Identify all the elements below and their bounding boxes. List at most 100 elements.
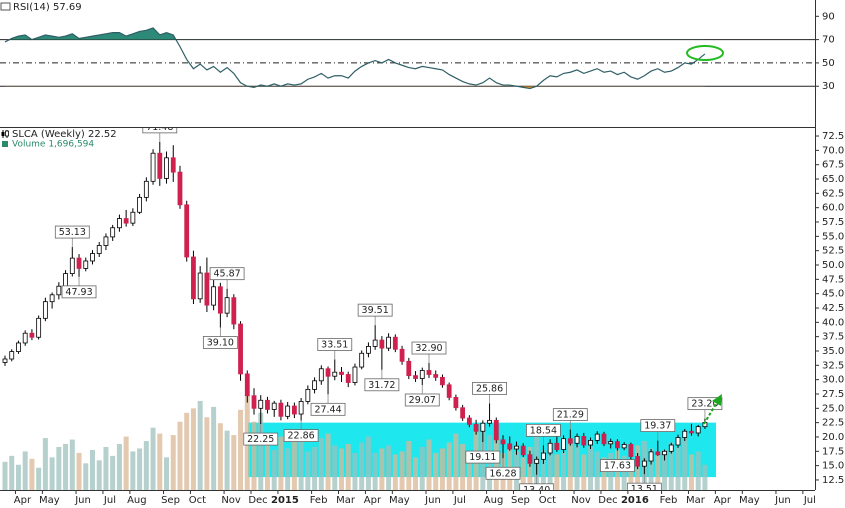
candle-body: [49, 294, 55, 303]
volume-bar: [116, 443, 122, 490]
candle-body: [359, 352, 365, 368]
candle-body: [399, 348, 405, 362]
annotation-box: [640, 419, 676, 432]
candle-body: [386, 336, 392, 349]
x-tick-label: Jul: [803, 495, 816, 506]
candle-body: [366, 346, 371, 354]
candle-body: [588, 440, 593, 446]
volume-bar: [702, 464, 708, 490]
candle-body: [231, 297, 237, 325]
annotation-label: 39.10: [207, 337, 234, 348]
y-tick-label: 65.0: [822, 174, 844, 185]
candle-body: [29, 332, 35, 338]
volume-bar: [547, 442, 553, 490]
candle-body: [419, 370, 425, 379]
volume-bar: [332, 445, 338, 490]
y-tick-label: 30.0: [822, 375, 844, 386]
volume-bar: [170, 435, 176, 490]
candle-body: [22, 332, 28, 344]
volume-bar: [83, 463, 89, 490]
candle-body: [251, 395, 257, 409]
volume-bar: [217, 423, 223, 490]
candle-body: [648, 451, 654, 462]
volume-bar: [157, 433, 163, 490]
volume-bar: [567, 439, 573, 490]
volume-bar: [460, 443, 466, 490]
y-tick-label: 42.5: [822, 303, 844, 314]
annotation-box: [243, 432, 279, 446]
candle-body: [460, 407, 466, 419]
candle-body: [662, 450, 667, 456]
x-tick-label: Apr: [714, 495, 732, 506]
candle-body: [446, 384, 452, 398]
volume-bar: [688, 454, 694, 490]
candle-body: [42, 301, 48, 319]
rsi-title: RSI(14) 57.69: [13, 2, 82, 13]
candle-body: [655, 451, 661, 456]
annotation-box: [364, 378, 400, 392]
y-tick-label: 47.5: [822, 274, 844, 285]
candle-body: [392, 336, 398, 350]
candle-body: [379, 339, 385, 349]
volume-bar: [312, 446, 318, 490]
annotation-label: 13.40: [523, 485, 550, 496]
y-tick-label: 15.0: [822, 461, 844, 472]
x-tick-label: Sep: [161, 495, 180, 506]
y-tick-label: 57.5: [822, 217, 844, 228]
volume-bar: [69, 439, 75, 490]
y-tick-label: 22.5: [822, 418, 844, 429]
volume-bar: [204, 417, 210, 490]
volume-bar: [574, 445, 580, 490]
candle-body: [103, 236, 109, 246]
candle-body: [177, 171, 183, 206]
candle-body: [83, 260, 89, 269]
candle-body: [291, 405, 297, 415]
volume-bar: [271, 449, 277, 490]
volume-bar: [89, 449, 95, 490]
y-tick-label: 40.0: [822, 317, 844, 328]
annotation-label: 47.93: [65, 287, 92, 298]
x-tick-label: Oct: [539, 495, 556, 506]
candle-body: [453, 397, 459, 409]
annotation-label: 13.51: [631, 484, 658, 495]
annotation-box: [202, 336, 238, 349]
candle-body: [507, 443, 513, 450]
volume-bar: [527, 446, 533, 490]
candle-body: [473, 423, 479, 432]
candle-body: [211, 286, 217, 306]
candle-body: [628, 444, 634, 457]
candle-body: [150, 152, 156, 182]
x-tick-label: 2016: [621, 495, 649, 506]
candle-body: [56, 285, 62, 296]
candle-body: [164, 157, 169, 179]
candle-body: [197, 272, 203, 300]
annotation-label: 31.72: [368, 380, 395, 391]
candle-body: [635, 456, 641, 467]
candle-body: [325, 368, 331, 377]
x-tick-label: 2015: [271, 495, 299, 506]
y-tick-label: 62.5: [822, 188, 844, 199]
candle-body: [487, 419, 492, 424]
rsi-highlight-ellipse: [686, 45, 724, 61]
x-tick-label: Mar: [336, 495, 356, 506]
x-tick-label: Jun: [774, 495, 791, 506]
candle-body: [271, 402, 277, 410]
candle-body: [9, 351, 15, 360]
annotation-box: [465, 450, 501, 464]
volume-bar: [372, 452, 378, 490]
candle-body: [238, 323, 243, 375]
volume-bar: [291, 441, 297, 490]
y-tick-label: 45.0: [822, 289, 844, 300]
x-tick-label: May: [739, 495, 760, 506]
candle-body: [217, 286, 223, 314]
x-tick-label: Mar: [686, 495, 706, 506]
candle-body: [339, 371, 344, 375]
x-tick-label: May: [389, 495, 410, 506]
candle-body: [574, 436, 580, 444]
candle-body: [615, 441, 620, 449]
annotation-box: [209, 267, 245, 281]
candle-body: [90, 253, 95, 262]
annotation-label: 29.07: [409, 395, 436, 406]
annotation-label: 23.20: [691, 399, 718, 410]
y-tick-label: 60.0: [822, 203, 844, 214]
